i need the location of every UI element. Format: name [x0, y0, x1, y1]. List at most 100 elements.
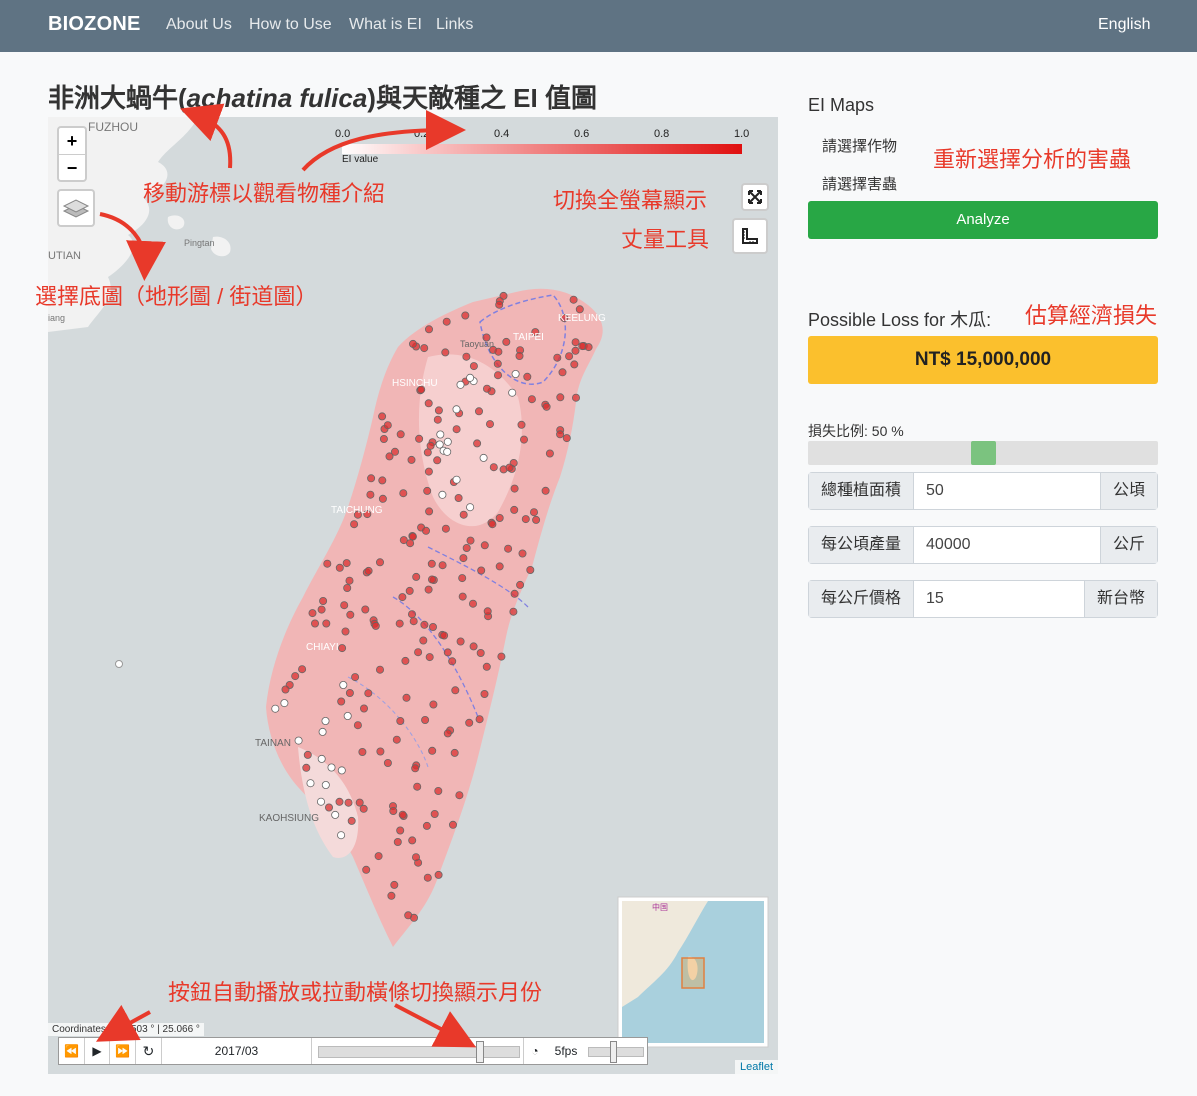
station-point[interactable] — [392, 735, 401, 744]
station-point[interactable] — [413, 782, 422, 791]
station-point[interactable] — [448, 657, 457, 666]
station-point[interactable] — [443, 447, 452, 456]
station-point[interactable] — [430, 810, 439, 819]
station-point[interactable] — [458, 574, 467, 583]
station-point[interactable] — [412, 572, 421, 581]
timeline-slider[interactable] — [312, 1038, 524, 1064]
station-point[interactable] — [450, 748, 459, 757]
station-point[interactable] — [510, 589, 519, 598]
station-point[interactable] — [319, 596, 328, 605]
station-point[interactable] — [411, 764, 420, 773]
station-point[interactable] — [452, 405, 461, 414]
station-point[interactable] — [316, 797, 325, 806]
station-point[interactable] — [558, 368, 567, 377]
station-point[interactable] — [523, 372, 532, 381]
station-point[interactable] — [443, 648, 452, 657]
station-point[interactable] — [389, 807, 398, 816]
loss-ratio-slider[interactable] — [808, 441, 1158, 465]
station-point[interactable] — [459, 554, 468, 563]
station-point[interactable] — [434, 870, 443, 879]
station-point[interactable] — [434, 406, 443, 415]
station-point[interactable] — [337, 766, 346, 775]
forward-button[interactable]: ⏩ — [110, 1038, 136, 1064]
station-point[interactable] — [553, 353, 562, 362]
station-point[interactable] — [379, 434, 388, 443]
penghu-point[interactable] — [115, 660, 123, 668]
station-point[interactable] — [517, 420, 526, 429]
station-point[interactable] — [456, 380, 465, 389]
station-point[interactable] — [493, 359, 502, 368]
station-point[interactable] — [556, 393, 565, 402]
station-point[interactable] — [433, 415, 442, 424]
station-point[interactable] — [342, 559, 351, 568]
nav-how-to-use[interactable]: How to Use — [249, 16, 332, 33]
station-point[interactable] — [438, 490, 447, 499]
station-point[interactable] — [425, 653, 434, 662]
station-point[interactable] — [337, 697, 346, 706]
station-point[interactable] — [459, 510, 468, 519]
ei-map[interactable]: FUZHOU Pingtan UTIAN iang KEELUNG TAIPEI… — [48, 117, 778, 1074]
station-point[interactable] — [401, 656, 410, 665]
station-point[interactable] — [508, 388, 517, 397]
station-point[interactable] — [441, 348, 450, 357]
station-point[interactable] — [327, 763, 336, 772]
station-point[interactable] — [424, 399, 433, 408]
station-point[interactable] — [473, 439, 482, 448]
station-point[interactable] — [371, 621, 380, 630]
station-point[interactable] — [422, 821, 431, 830]
station-point[interactable] — [443, 437, 452, 446]
fps-thumb[interactable] — [610, 1041, 617, 1063]
station-point[interactable] — [423, 448, 432, 457]
station-point[interactable] — [541, 486, 550, 495]
station-point[interactable] — [395, 619, 404, 628]
station-point[interactable] — [308, 609, 317, 618]
station-point[interactable] — [510, 505, 519, 514]
station-point[interactable] — [323, 559, 332, 568]
station-point[interactable] — [310, 619, 319, 628]
zoom-out-button[interactable]: − — [66, 158, 78, 178]
station-point[interactable] — [385, 452, 394, 461]
station-point[interactable] — [417, 385, 426, 394]
station-point[interactable] — [442, 317, 451, 326]
station-point[interactable] — [438, 561, 447, 570]
station-point[interactable] — [452, 475, 461, 484]
station-point[interactable] — [355, 798, 364, 807]
station-point[interactable] — [469, 642, 478, 651]
station-point[interactable] — [424, 467, 433, 476]
station-point[interactable] — [466, 373, 475, 382]
station-point[interactable] — [584, 343, 593, 352]
station-point[interactable] — [518, 549, 527, 558]
station-point[interactable] — [302, 763, 311, 772]
station-point[interactable] — [521, 515, 530, 524]
station-point[interactable] — [390, 447, 399, 456]
station-point[interactable] — [454, 493, 463, 502]
station-point[interactable] — [571, 346, 580, 355]
station-point[interactable] — [408, 339, 417, 348]
station-point[interactable] — [378, 476, 387, 485]
station-point[interactable] — [406, 539, 415, 548]
station-point[interactable] — [408, 532, 417, 541]
station-point[interactable] — [281, 685, 290, 694]
station-point[interactable] — [504, 544, 513, 553]
station-point[interactable] — [339, 681, 348, 690]
station-point[interactable] — [408, 836, 417, 845]
station-point[interactable] — [462, 543, 471, 552]
station-point[interactable] — [396, 430, 405, 439]
station-point[interactable] — [367, 474, 376, 483]
station-point[interactable] — [423, 873, 432, 882]
species-name[interactable]: achatina fulica — [186, 83, 368, 113]
station-point[interactable] — [375, 558, 384, 567]
station-point[interactable] — [440, 631, 449, 640]
station-point[interactable] — [405, 586, 414, 595]
station-point[interactable] — [383, 759, 392, 768]
station-point[interactable] — [427, 559, 436, 568]
station-point[interactable] — [424, 585, 433, 594]
station-point[interactable] — [359, 704, 368, 713]
station-point[interactable] — [419, 636, 428, 645]
station-point[interactable] — [434, 787, 443, 796]
station-point[interactable] — [321, 717, 330, 726]
area-input[interactable]: 50 — [926, 482, 944, 499]
station-point[interactable] — [519, 435, 528, 444]
station-point[interactable] — [495, 300, 504, 309]
station-point[interactable] — [303, 750, 312, 759]
